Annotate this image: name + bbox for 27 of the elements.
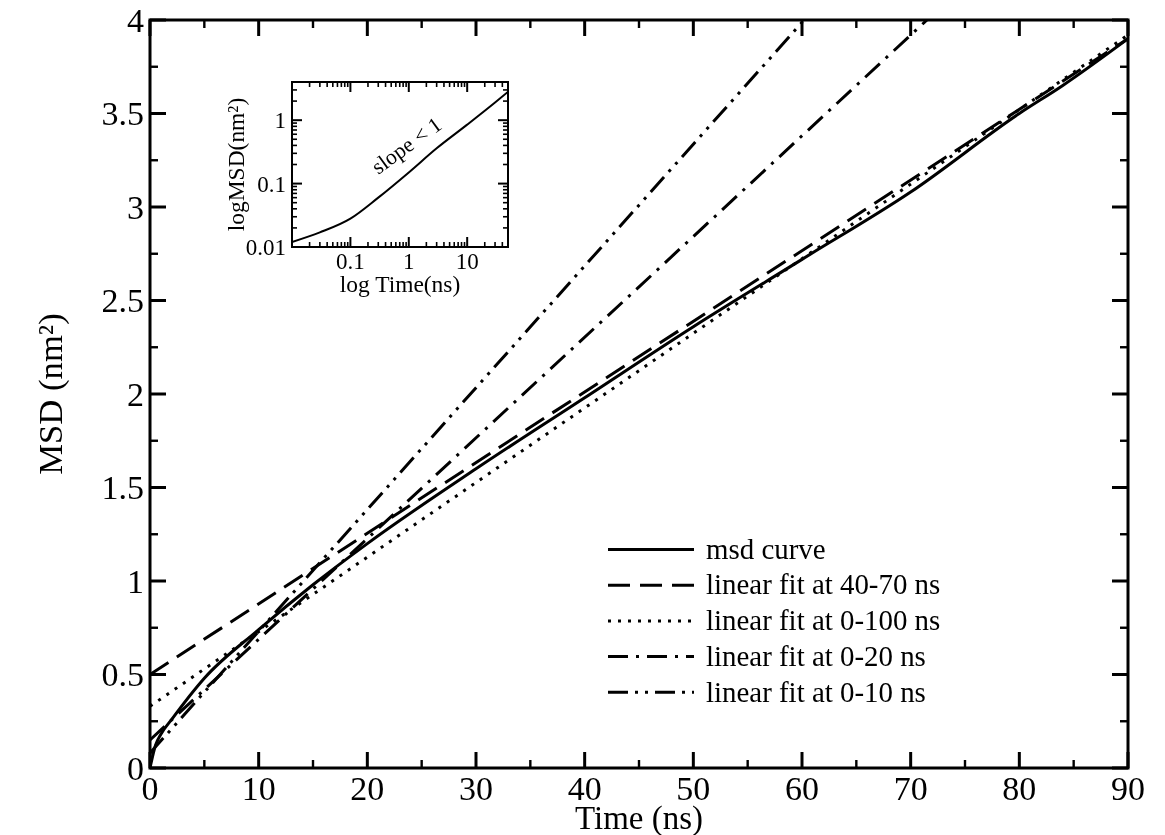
y-tick-label: 2 (127, 375, 144, 413)
y-tick-label: 0.1 (257, 171, 286, 197)
y-tick-label: 1 (127, 562, 144, 600)
y-tick-label: 4 (127, 1, 144, 39)
y-tick-label: 3.5 (101, 95, 144, 133)
x-tick-label: 20 (350, 770, 385, 808)
x-tick-label: 70 (893, 770, 928, 808)
x-tick-label: 40 (567, 770, 602, 808)
x-tick-label: 60 (785, 770, 819, 808)
x-tick-label: 90 (1111, 770, 1145, 808)
legend-label: linear fit at 0-10 ns (706, 675, 926, 708)
y-tick-label: 0.01 (245, 235, 286, 261)
legend-label: linear fit at 0-100 ns (706, 604, 941, 637)
x-tick-label: 30 (459, 770, 493, 808)
y-tick-label: 2.5 (101, 282, 144, 320)
y-axis-title: MSD (nm²) (31, 313, 70, 475)
legend-label: linear fit at 0-20 ns (706, 639, 926, 672)
x-tick-label: 80 (1002, 770, 1037, 808)
legend-label: linear fit at 40-70 ns (706, 568, 941, 601)
y-tick-label: 1.5 (101, 469, 144, 507)
y-tick-label: 1 (274, 108, 286, 134)
y-tick-label: 3 (127, 188, 144, 226)
annotation: slope < 1 (367, 112, 447, 179)
x-tick-label: 10 (241, 770, 276, 808)
legend-label: msd curve (706, 532, 826, 565)
y-axis-title: logMSD(nm²) (223, 97, 249, 232)
y-tick-label: 0.5 (101, 656, 144, 694)
